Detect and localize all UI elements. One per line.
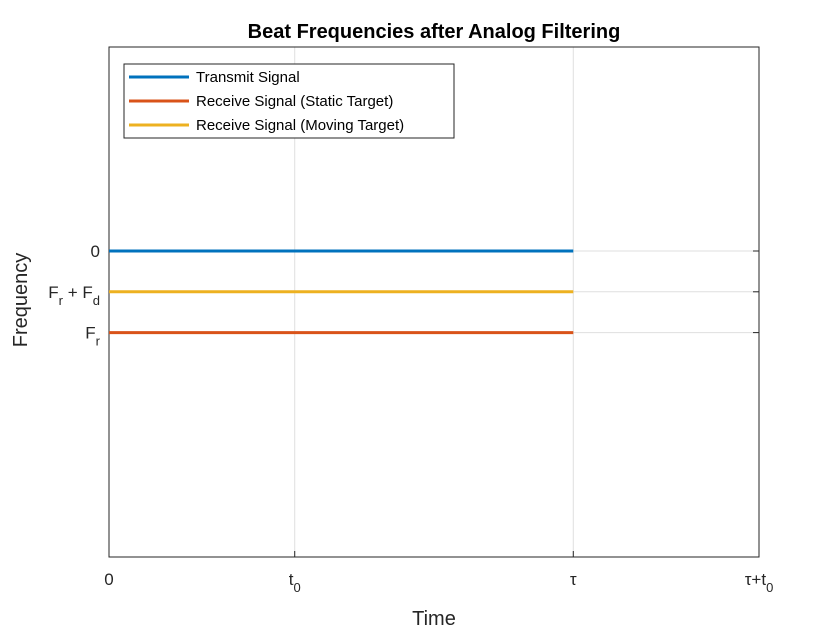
- series-lines: [109, 249, 574, 335]
- y-axis-label: Frequency: [10, 253, 32, 348]
- y-tick-label: Fr​ + Fd​: [48, 283, 100, 308]
- y-tick-label: 0: [91, 242, 100, 261]
- legend-entry-label: Transmit Signal: [196, 69, 300, 86]
- tick-marks: [108, 250, 760, 557]
- legend: Transmit Signal Receive Signal (Static Ta…: [123, 63, 455, 139]
- x-tick-labels: 0 t0​ τ τ+t0​: [104, 570, 773, 595]
- legend-entry-label: Receive Signal (Moving Target): [196, 117, 404, 134]
- x-tick-label: τ+t0​: [745, 570, 774, 595]
- plot-area: [108, 46, 760, 558]
- x-tick-label: t0​: [289, 570, 301, 595]
- y-tick-labels: 0 Fr​ + Fd​ Fr​: [48, 242, 100, 349]
- x-axis-label: Time: [412, 608, 456, 630]
- y-tick-label: Fr​: [85, 324, 100, 349]
- chart-title: Beat Frequencies after Analog Filtering: [248, 21, 621, 43]
- legend-entry-label: Receive Signal (Static Target): [196, 93, 393, 110]
- x-tick-label: 0: [104, 570, 113, 589]
- x-tick-label: τ: [570, 570, 577, 589]
